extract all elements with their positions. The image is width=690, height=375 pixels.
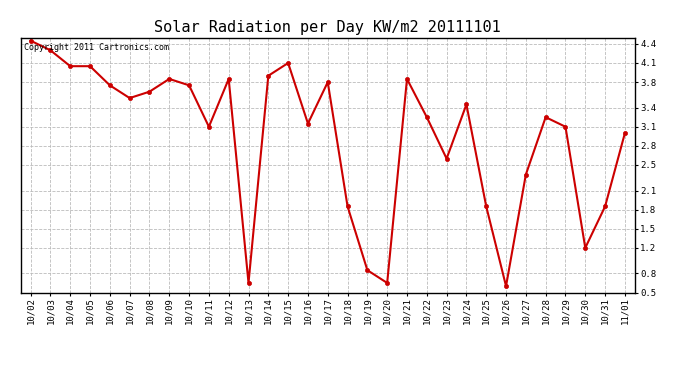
Text: Copyright 2011 Cartronics.com: Copyright 2011 Cartronics.com [23, 43, 169, 52]
Title: Solar Radiation per Day KW/m2 20111101: Solar Radiation per Day KW/m2 20111101 [155, 20, 501, 35]
